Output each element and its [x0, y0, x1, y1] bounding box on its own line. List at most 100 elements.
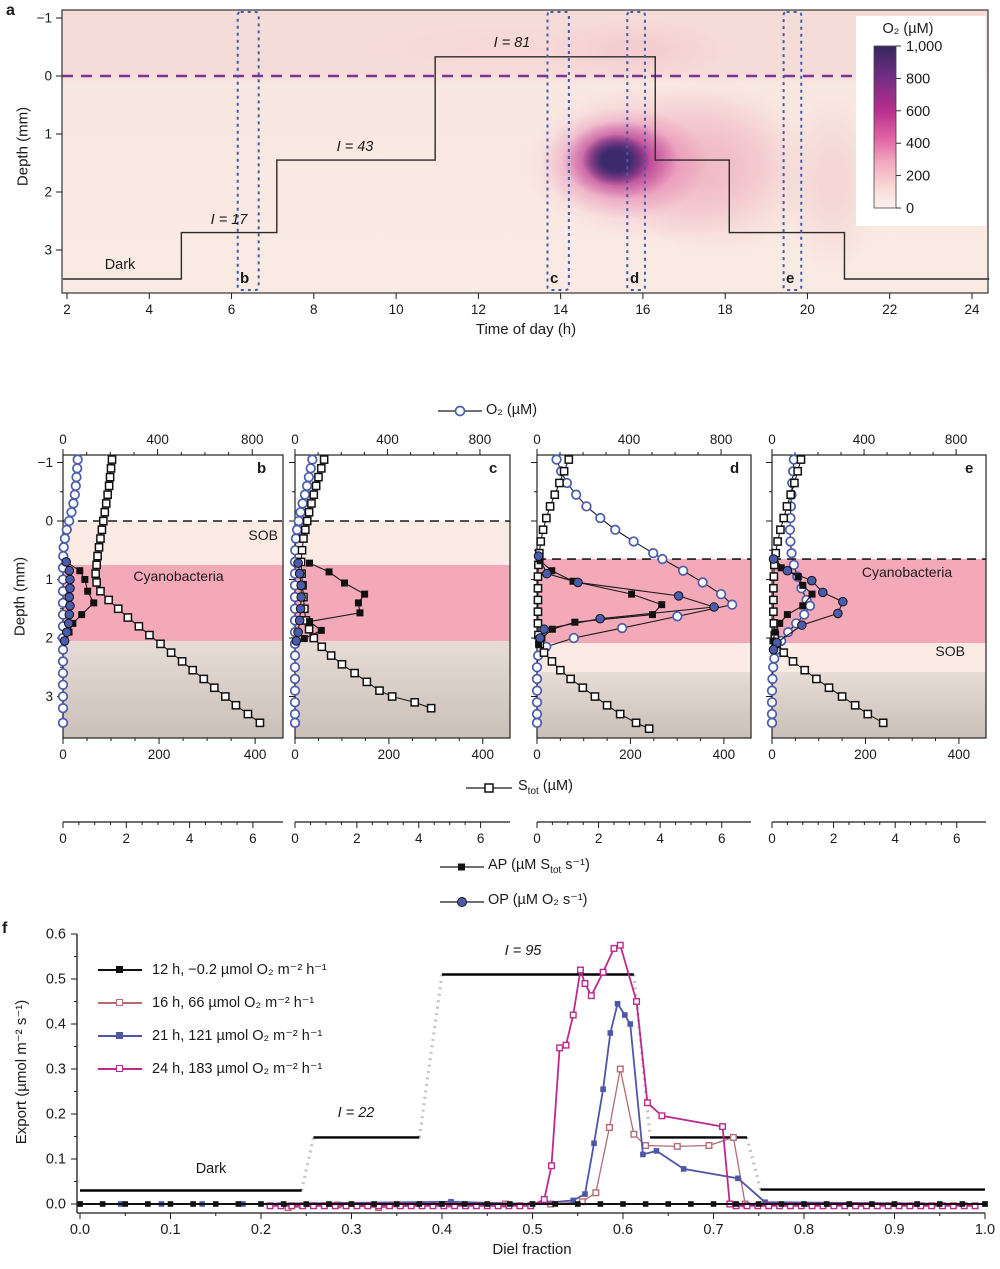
svg-text:1.0: 1.0	[975, 1222, 995, 1238]
svg-text:400: 400	[618, 432, 641, 447]
panel-a-letter: a	[6, 2, 15, 19]
svg-text:2: 2	[63, 302, 71, 317]
step-label-i43: I = 43	[336, 139, 374, 155]
svg-text:0: 0	[44, 69, 52, 84]
svg-text:0.0: 0.0	[70, 1222, 90, 1238]
svg-text:0.1: 0.1	[46, 1152, 66, 1168]
svg-text:0.5: 0.5	[522, 1222, 542, 1238]
svg-text:400: 400	[376, 432, 399, 447]
svg-text:400: 400	[244, 747, 267, 762]
svg-text:4: 4	[656, 831, 664, 846]
svg-text:400: 400	[906, 136, 930, 152]
svg-text:4: 4	[146, 302, 154, 317]
sample-window-letter-b: b	[240, 270, 250, 287]
panel-f-legend: 12 h, −0.2 µmol O₂ m⁻² h⁻¹ 16 h, 66 µmol…	[98, 953, 327, 1085]
zone-label-cyano-e: Cyanobacteria	[861, 564, 953, 580]
svg-text:10: 10	[389, 302, 404, 317]
svg-text:4: 4	[186, 831, 194, 846]
stot-legend-label: Stot (µM)	[518, 778, 573, 797]
o2-legend-label: O₂ (µM)	[486, 402, 538, 418]
svg-text:2: 2	[353, 831, 361, 846]
svg-text:0: 0	[291, 831, 299, 846]
svg-text:400: 400	[713, 747, 736, 762]
panel-c-letter: c	[489, 460, 498, 477]
svg-text:0: 0	[59, 747, 67, 762]
svg-text:0.0: 0.0	[46, 1197, 66, 1213]
svg-text:800: 800	[945, 432, 968, 447]
svg-text:18: 18	[718, 302, 733, 317]
panel-d-letter: d	[730, 460, 740, 477]
svg-text:0: 0	[533, 831, 541, 846]
svg-text:2: 2	[595, 831, 603, 846]
zone-sob-c	[295, 521, 510, 565]
legend-row-21h: 21 h, 121 µmol O₂ m⁻² h⁻¹	[98, 1019, 327, 1052]
svg-text:22: 22	[882, 302, 897, 317]
legend-label-16h: 16 h, 66 µmol O₂ m⁻² h⁻¹	[152, 994, 315, 1011]
svg-text:4: 4	[891, 831, 899, 846]
ap-legend-sub: tot	[550, 864, 562, 876]
svg-text:6: 6	[477, 831, 485, 846]
step-label-i95: I = 95	[504, 943, 542, 959]
svg-text:2: 2	[123, 831, 131, 846]
legend-marker-24h	[98, 1063, 142, 1075]
zone-label-sob-e: SOB	[935, 643, 965, 659]
step-label-i22: I = 22	[337, 1105, 375, 1121]
ap-legend-post: s⁻¹)	[561, 857, 590, 873]
svg-text:400: 400	[472, 747, 495, 762]
svg-text:4: 4	[415, 831, 423, 846]
zone-label-cyano-b: Cyanobacteria	[133, 568, 224, 584]
op-legend-label: OP (µM O₂ s⁻¹)	[488, 892, 588, 908]
legend-row-16h: 16 h, 66 µmol O₂ m⁻² h⁻¹	[98, 986, 327, 1019]
svg-text:0: 0	[533, 432, 541, 447]
svg-text:12: 12	[471, 302, 486, 317]
legend-marker-12h	[98, 964, 142, 976]
step-label-i81: I = 81	[493, 35, 531, 51]
ap-legend-label: AP (µM Stot s⁻¹)	[488, 857, 590, 876]
svg-text:400: 400	[146, 432, 169, 447]
svg-text:800: 800	[906, 71, 930, 87]
svg-text:0.1: 0.1	[160, 1222, 180, 1238]
svg-text:8: 8	[310, 302, 318, 317]
colorbar-title: O₂ (µM)	[882, 21, 934, 37]
zone-gray-b	[63, 640, 283, 738]
legend-marker-21h	[98, 1030, 142, 1042]
svg-text:−1: −1	[38, 455, 53, 470]
svg-text:0: 0	[768, 831, 776, 846]
svg-text:0: 0	[533, 747, 541, 762]
svg-text:6: 6	[228, 302, 236, 317]
svg-text:0: 0	[291, 432, 299, 447]
svg-text:1: 1	[44, 127, 52, 142]
stot-legend-post: (µM)	[538, 778, 573, 794]
stot-legend-sub: tot	[527, 785, 539, 797]
svg-text:6: 6	[953, 831, 961, 846]
svg-text:200: 200	[854, 747, 877, 762]
svg-text:0.4: 0.4	[46, 1017, 66, 1033]
svg-text:200: 200	[378, 747, 401, 762]
legend-row-24h: 24 h, 183 µmol O₂ m⁻² h⁻¹	[98, 1052, 327, 1085]
ap-legend-pre: AP (µM S	[488, 857, 551, 873]
panel-f-ylabel: Export (µmol m⁻² s⁻¹)	[13, 999, 30, 1145]
svg-text:200: 200	[619, 747, 642, 762]
step-label-dark-f: Dark	[195, 1161, 227, 1177]
svg-text:200: 200	[906, 169, 930, 185]
svg-text:1: 1	[45, 572, 53, 587]
zone-label-sob-b: SOB	[248, 527, 278, 543]
svg-text:0: 0	[59, 831, 67, 846]
panel-e-letter: e	[965, 460, 974, 477]
svg-text:0: 0	[906, 201, 914, 217]
svg-text:0: 0	[768, 747, 776, 762]
svg-text:200: 200	[148, 747, 171, 762]
svg-text:400: 400	[948, 747, 971, 762]
stot-legend-pre: S	[518, 778, 528, 794]
svg-text:6: 6	[718, 831, 726, 846]
step-label-i17: I = 17	[210, 212, 248, 228]
svg-text:0.8: 0.8	[794, 1222, 814, 1238]
mid-ylabel: Depth (mm)	[11, 556, 29, 637]
legend-label-21h: 21 h, 121 µmol O₂ m⁻² h⁻¹	[152, 1027, 323, 1044]
svg-text:0.3: 0.3	[341, 1222, 361, 1238]
svg-text:0.6: 0.6	[613, 1222, 633, 1238]
svg-text:800: 800	[710, 432, 733, 447]
svg-text:−1: −1	[37, 11, 52, 26]
